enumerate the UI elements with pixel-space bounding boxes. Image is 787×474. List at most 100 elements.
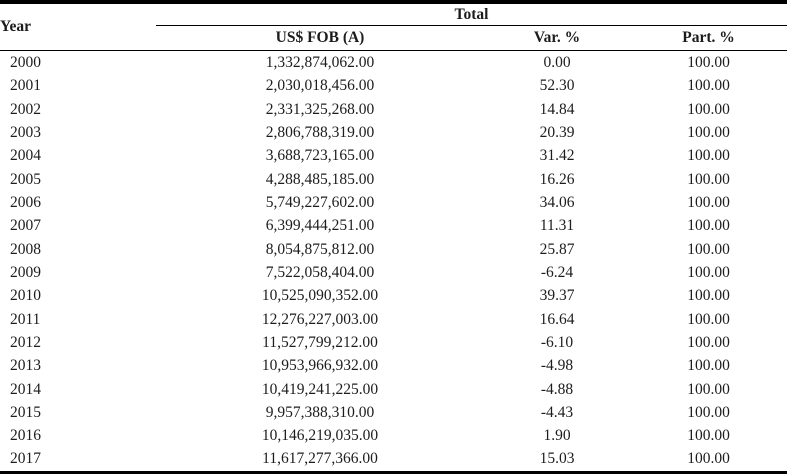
table-row: 2010 10,525,090,352.00 39.37 100.00 — [0, 284, 787, 307]
cell-part-pct: 100.00 — [687, 240, 730, 258]
cell-year: 2011 — [10, 310, 41, 328]
cell-var-pct: -4.88 — [540, 380, 574, 398]
cell-part-pct: 100.00 — [687, 263, 730, 281]
cell-part-pct: 100.00 — [687, 100, 730, 118]
table-row: 2016 10,146,219,035.00 1.90 100.00 — [0, 424, 787, 447]
cell-part-pct: 100.00 — [687, 450, 730, 468]
cell-var-pct: 16.64 — [539, 310, 575, 328]
cell-part-pct: 100.00 — [687, 193, 730, 211]
cell-var-pct: 34.06 — [539, 193, 575, 211]
table-row: 2005 4,288,485,185.00 16.26 100.00 — [0, 168, 787, 191]
table-row: 2006 5,749,227,602.00 34.06 100.00 — [0, 191, 787, 214]
cell-var-pct: -4.43 — [540, 403, 574, 421]
cell-var-pct: 16.26 — [539, 170, 575, 188]
table-row: 2009 7,522,058,404.00 -6.24 100.00 — [0, 261, 787, 284]
table-row: 2011 12,276,227,003.00 16.64 100.00 — [0, 308, 787, 331]
cell-var-pct: 0.00 — [543, 53, 571, 71]
column-header-var-pct: Var. % — [484, 25, 630, 51]
cell-part-pct: 100.00 — [687, 53, 730, 71]
cell-var-pct: 14.84 — [539, 100, 575, 118]
cell-year: 2008 — [10, 240, 41, 258]
cell-usd-fob: 5,749,227,602.00 — [265, 193, 375, 211]
column-header-usd-fob: US$ FOB (A) — [156, 25, 484, 51]
cell-var-pct: 39.37 — [539, 287, 575, 305]
cell-var-pct: -4.98 — [540, 357, 574, 375]
cell-year: 2004 — [10, 147, 41, 165]
cell-year: 2002 — [10, 100, 41, 118]
cell-year: 2013 — [10, 357, 41, 375]
table-body: 2000 1,332,874,062.00 0.00 100.00 2001 2… — [0, 51, 787, 473]
cell-var-pct: 1.90 — [543, 427, 571, 445]
table-row: 2000 1,332,874,062.00 0.00 100.00 — [0, 51, 787, 75]
table-row: 2007 6,399,444,251.00 11.31 100.00 — [0, 214, 787, 237]
cell-usd-fob: 10,146,219,035.00 — [261, 427, 379, 445]
cell-year: 2009 — [10, 263, 41, 281]
cell-year: 2014 — [10, 380, 41, 398]
cell-usd-fob: 10,419,241,225.00 — [261, 380, 379, 398]
table-row: 2017 11,617,277,366.00 15.03 100.00 — [0, 448, 787, 473]
cell-part-pct: 100.00 — [687, 357, 730, 375]
column-group-header-total: Total — [156, 2, 787, 26]
cell-year: 2005 — [10, 170, 41, 188]
cell-usd-fob: 6,399,444,251.00 — [265, 217, 375, 235]
cell-usd-fob: 3,688,723,165.00 — [265, 147, 375, 165]
cell-var-pct: 31.42 — [539, 147, 575, 165]
cell-year: 2006 — [10, 193, 41, 211]
header-row-sub: US$ FOB (A) Var. % Part. % — [0, 25, 787, 51]
cell-part-pct: 100.00 — [687, 287, 730, 305]
cell-part-pct: 100.00 — [687, 170, 730, 188]
cell-part-pct: 100.00 — [687, 333, 730, 351]
cell-usd-fob: 11,527,799,212.00 — [262, 333, 378, 351]
header-row-group: Year Total — [0, 2, 787, 51]
table-row: 2014 10,419,241,225.00 -4.88 100.00 — [0, 378, 787, 401]
cell-part-pct: 100.00 — [687, 123, 730, 141]
cell-usd-fob: 2,331,325,268.00 — [265, 100, 375, 118]
column-header-part-pct: Part. % — [630, 25, 787, 51]
cell-year: 2001 — [10, 77, 41, 95]
table-row: 2015 9,957,388,310.00 -4.43 100.00 — [0, 401, 787, 424]
cell-part-pct: 100.00 — [687, 403, 730, 421]
table-row: 2012 11,527,799,212.00 -6.10 100.00 — [0, 331, 787, 354]
table-header: Year Total US$ FOB (A) Var. % Part. % — [0, 2, 787, 51]
cell-part-pct: 100.00 — [687, 217, 730, 235]
cell-var-pct: -6.24 — [540, 263, 574, 281]
cell-year: 2016 — [10, 427, 41, 445]
cell-part-pct: 100.00 — [687, 77, 730, 95]
cell-usd-fob: 10,953,966,932.00 — [261, 357, 379, 375]
cell-usd-fob: 8,054,875,812.00 — [265, 240, 375, 258]
cell-usd-fob: 7,522,058,404.00 — [265, 263, 375, 281]
cell-usd-fob: 4,288,485,185.00 — [265, 170, 375, 188]
cell-usd-fob: 2,030,018,456.00 — [265, 77, 375, 95]
cell-year: 2017 — [10, 450, 41, 468]
cell-var-pct: -6.10 — [540, 333, 574, 351]
cell-var-pct: 25.87 — [539, 240, 575, 258]
cell-usd-fob: 10,525,090,352.00 — [261, 287, 379, 305]
cell-part-pct: 100.00 — [687, 380, 730, 398]
table-row: 2013 10,953,966,932.00 -4.98 100.00 — [0, 354, 787, 377]
table-row: 2008 8,054,875,812.00 25.87 100.00 — [0, 238, 787, 261]
column-header-year: Year — [0, 2, 156, 51]
cell-part-pct: 100.00 — [687, 427, 730, 445]
cell-year: 2007 — [10, 217, 41, 235]
cell-part-pct: 100.00 — [687, 310, 730, 328]
table-row: 2002 2,331,325,268.00 14.84 100.00 — [0, 98, 787, 121]
cell-year: 2000 — [10, 53, 41, 71]
cell-year: 2003 — [10, 123, 41, 141]
cell-var-pct: 52.30 — [539, 77, 575, 95]
cell-year: 2012 — [10, 333, 41, 351]
cell-usd-fob: 1,332,874,062.00 — [265, 53, 375, 71]
cell-usd-fob: 12,276,227,003.00 — [261, 310, 379, 328]
table-row: 2004 3,688,723,165.00 31.42 100.00 — [0, 144, 787, 167]
table-row: 2003 2,806,788,319.00 20.39 100.00 — [0, 121, 787, 144]
cell-year: 2010 — [10, 287, 41, 305]
cell-usd-fob: 9,957,388,310.00 — [265, 403, 375, 421]
cell-var-pct: 15.03 — [539, 450, 575, 468]
cell-usd-fob: 2,806,788,319.00 — [265, 123, 375, 141]
cell-var-pct: 11.31 — [539, 217, 575, 235]
cell-usd-fob: 11,617,277,366.00 — [262, 450, 378, 468]
cell-var-pct: 20.39 — [539, 123, 575, 141]
cell-year: 2015 — [10, 403, 41, 421]
table-row: 2001 2,030,018,456.00 52.30 100.00 — [0, 74, 787, 97]
cell-part-pct: 100.00 — [687, 147, 730, 165]
